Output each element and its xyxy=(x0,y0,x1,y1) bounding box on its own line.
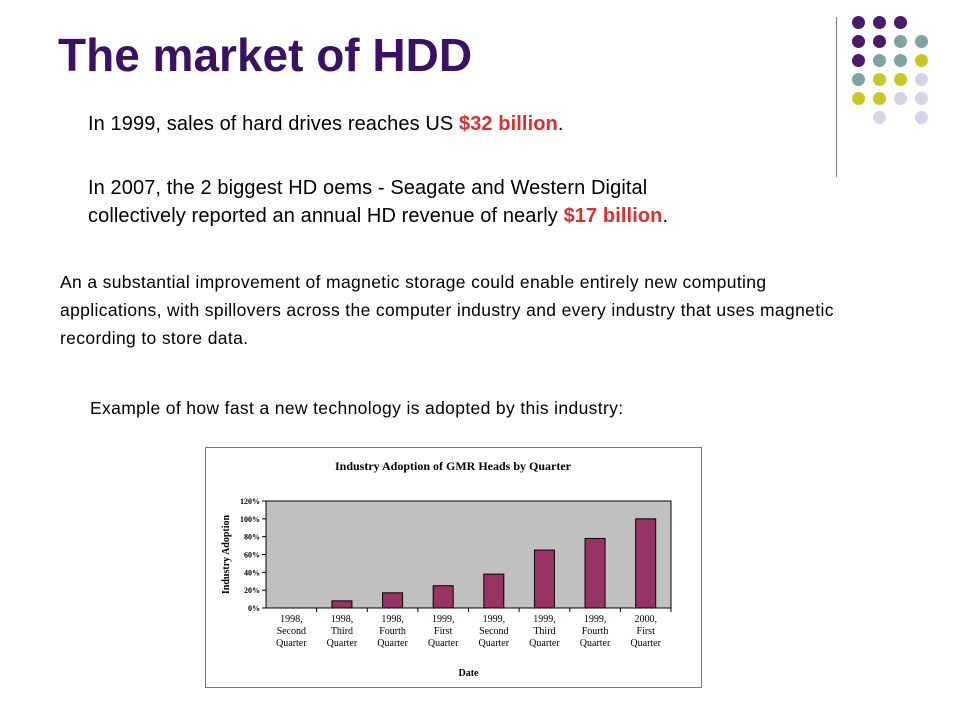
x-tick-label: Third xyxy=(331,626,353,637)
x-tick-label: 1999, xyxy=(533,614,556,625)
x-tick-label: 2000, xyxy=(634,614,657,625)
decorative-dot xyxy=(873,111,886,124)
bar xyxy=(432,585,454,609)
decorative-dot xyxy=(852,73,865,86)
decorative-dot xyxy=(915,73,928,86)
chart-svg: Industry Adoption of GMR Heads by Quarte… xyxy=(221,459,672,679)
bar xyxy=(331,600,353,609)
y-axis-label: Industry Adoption xyxy=(221,514,232,594)
decorative-dot xyxy=(915,54,928,67)
x-tick-label: Quarter xyxy=(276,638,307,649)
y-tick-label: 80% xyxy=(244,533,260,542)
x-tick-label: 1998, xyxy=(381,614,404,625)
bar xyxy=(635,518,657,609)
x-tick-label: Fourth xyxy=(582,626,609,637)
chart-caption: Example of how fast a new technology is … xyxy=(90,398,624,418)
y-tick-label: 100% xyxy=(240,515,260,524)
x-tick-label: Second xyxy=(479,626,508,637)
x-tick-label: Quarter xyxy=(377,638,408,649)
x-axis-label: Date xyxy=(459,668,480,679)
y-tick-label: 120% xyxy=(240,497,260,506)
bar xyxy=(483,573,505,609)
decorative-dot xyxy=(915,92,928,105)
sales-1999-text: In 1999, sales of hard drives reaches US… xyxy=(88,110,564,138)
decorative-dot xyxy=(873,73,886,86)
revenue-2007-line2-prefix: collectively reported an annual HD reven… xyxy=(88,205,564,227)
y-tick-label: 40% xyxy=(244,568,260,577)
bar xyxy=(584,537,606,609)
x-tick-label: Quarter xyxy=(428,638,459,649)
sales-1999-amount: $32 billion xyxy=(458,113,558,135)
decorative-dot xyxy=(873,92,886,105)
x-tick-label: First xyxy=(637,626,656,637)
decorative-dot xyxy=(894,73,907,86)
x-tick-label: Quarter xyxy=(630,638,661,649)
y-tick-label: 0% xyxy=(248,604,260,613)
decorative-dot xyxy=(894,54,907,67)
decorative-dot xyxy=(894,16,907,29)
bar xyxy=(382,592,404,609)
revenue-2007-text: In 2007, the 2 biggest HD oems - Seagate… xyxy=(88,174,668,230)
x-tick-label: 1998, xyxy=(331,614,354,625)
sales-1999-suffix: . xyxy=(557,113,564,135)
x-tick-label: Third xyxy=(533,626,555,637)
revenue-2007-line1: In 2007, the 2 biggest HD oems - Seagate… xyxy=(88,177,648,199)
x-tick-label: Quarter xyxy=(327,638,358,649)
x-tick-label: 1999, xyxy=(483,614,506,625)
decorative-dot xyxy=(915,111,928,124)
x-tick-label: 1999, xyxy=(584,614,607,625)
x-tick-label: Quarter xyxy=(479,638,510,649)
decorative-dot xyxy=(852,54,865,67)
decorative-dot xyxy=(873,54,886,67)
x-tick-label: Quarter xyxy=(580,638,611,649)
revenue-2007-line2: collectively reported an annual HD reven… xyxy=(88,202,668,230)
x-tick-label: 1998, xyxy=(280,614,303,625)
slide-title: The market of HDD xyxy=(58,29,473,81)
sales-1999-prefix: In 1999, sales of hard drives reaches US xyxy=(88,113,459,135)
decorative-dot xyxy=(873,35,886,48)
x-tick-label: 1999, xyxy=(432,614,455,625)
y-tick-label: 20% xyxy=(244,586,260,595)
x-tick-label: First xyxy=(434,626,453,637)
gmr-adoption-chart: Industry Adoption of GMR Heads by Quarte… xyxy=(205,447,702,688)
decorative-dot xyxy=(894,92,907,105)
decorative-dot xyxy=(852,16,865,29)
decorative-dot xyxy=(915,35,928,48)
improvement-paragraph: An a substantial improvement of magnetic… xyxy=(60,272,834,348)
plot-area xyxy=(265,500,672,609)
x-tick-label: Quarter xyxy=(529,638,560,649)
decorative-dot xyxy=(852,92,865,105)
decorative-dot xyxy=(894,35,907,48)
chart-title: Industry Adoption of GMR Heads by Quarte… xyxy=(335,459,572,473)
revenue-2007-suffix: . xyxy=(662,205,669,227)
y-tick-label: 60% xyxy=(244,551,260,560)
decorative-dot xyxy=(873,16,886,29)
x-tick-label: Second xyxy=(277,626,306,637)
bar xyxy=(533,549,555,609)
x-tick-label: Fourth xyxy=(379,626,406,637)
decorative-divider xyxy=(836,17,837,177)
decorative-dot xyxy=(852,35,865,48)
revenue-2007-amount: $17 billion xyxy=(563,205,663,227)
